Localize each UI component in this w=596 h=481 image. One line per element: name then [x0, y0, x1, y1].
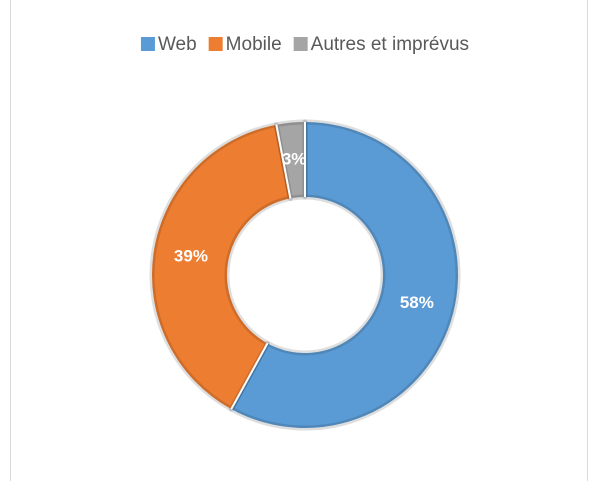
legend-swatch — [140, 37, 155, 51]
donut-segment — [151, 124, 291, 410]
segment-separator — [230, 342, 269, 410]
legend: Web Mobile Autres et imprévus — [140, 34, 469, 55]
donut-segment — [276, 122, 305, 199]
value-label: 3% — [282, 149, 307, 168]
segment-edge — [228, 119, 461, 431]
segment-separator — [275, 124, 292, 199]
value-label: 58% — [400, 293, 434, 312]
legend-text: Autres et imprévus — [311, 34, 469, 55]
donut-segment — [231, 122, 459, 429]
legend-swatch — [208, 37, 223, 51]
segment-edge — [149, 122, 293, 412]
legend-text: Web — [158, 34, 197, 55]
legend-text: Mobile — [226, 34, 282, 55]
value-label: 39% — [174, 246, 208, 265]
legend-swatch — [293, 37, 308, 51]
